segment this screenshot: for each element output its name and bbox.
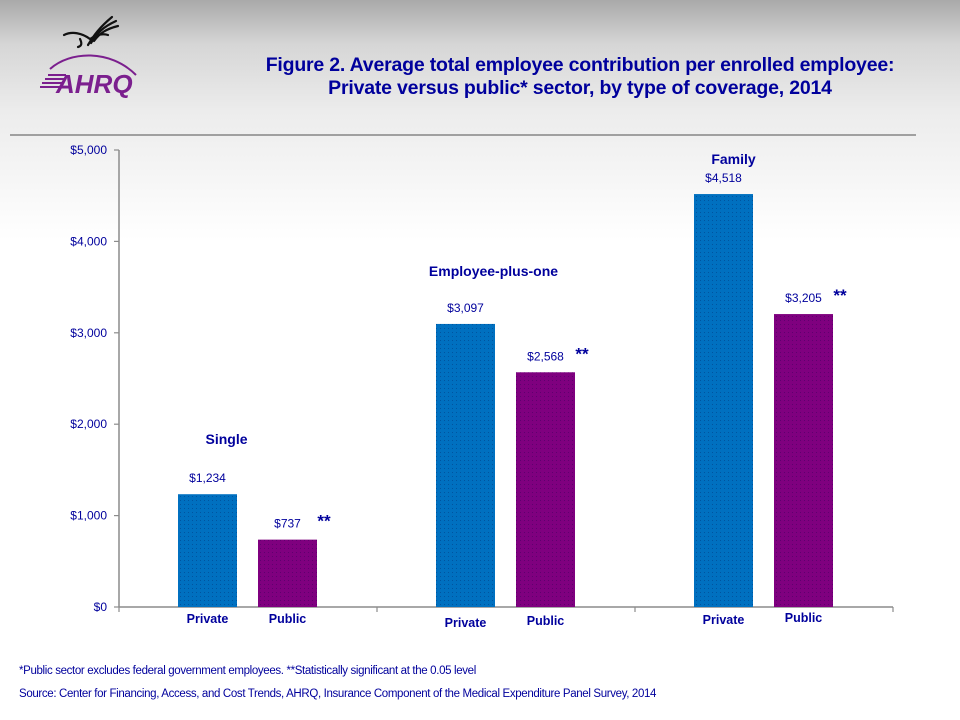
x-category-label: Public — [269, 612, 307, 626]
group-label: Single — [205, 431, 247, 447]
data-label: $3,205 — [785, 291, 822, 305]
bar-texture — [694, 194, 753, 607]
bar-texture — [178, 494, 237, 607]
x-category-label: Private — [187, 612, 229, 626]
data-label: $737 — [274, 517, 301, 531]
data-label: $4,518 — [705, 171, 742, 185]
y-tick-label: $0 — [94, 600, 108, 614]
bar-texture — [774, 314, 833, 607]
hhs-eagle-icon — [62, 15, 120, 49]
bar-texture — [436, 323, 495, 607]
chart-title: Figure 2. Average total employee contrib… — [200, 54, 960, 100]
significance-marker: ** — [833, 286, 847, 305]
y-tick-label: $2,000 — [70, 417, 107, 431]
header-divider — [10, 134, 916, 136]
ahrq-logo: AHRQ — [40, 15, 137, 99]
logo-arc — [49, 54, 137, 76]
y-tick-label: $4,000 — [70, 234, 107, 248]
logo-text: AHRQ — [55, 69, 133, 99]
significance-marker: ** — [575, 344, 589, 363]
data-label: $2,568 — [527, 349, 564, 363]
significance-marker: ** — [317, 512, 331, 531]
y-tick-label: $1,000 — [70, 509, 107, 523]
data-label: $3,097 — [447, 301, 484, 315]
x-category-label: Private — [445, 616, 487, 630]
data-label: $1,234 — [189, 471, 226, 485]
bar-texture — [516, 372, 575, 607]
logo-speed-lines — [40, 74, 66, 88]
x-category-label: Public — [527, 614, 565, 628]
chart-title-line-2: Private versus public* sector, by type o… — [328, 77, 832, 99]
chart-title-line-1: Figure 2. Average total employee contrib… — [265, 54, 895, 76]
x-category-label: Private — [703, 613, 745, 627]
footnote-source: Source: Center for Financing, Access, an… — [19, 688, 657, 700]
group-label: Family — [711, 151, 756, 167]
bar-texture — [258, 539, 317, 607]
y-tick-label: $5,000 — [70, 143, 107, 157]
y-tick-label: $3,000 — [70, 326, 107, 340]
x-category-label: Public — [785, 611, 823, 625]
group-label: Employee-plus-one — [429, 263, 558, 279]
footnote-note: *Public sector excludes federal governme… — [19, 665, 476, 677]
